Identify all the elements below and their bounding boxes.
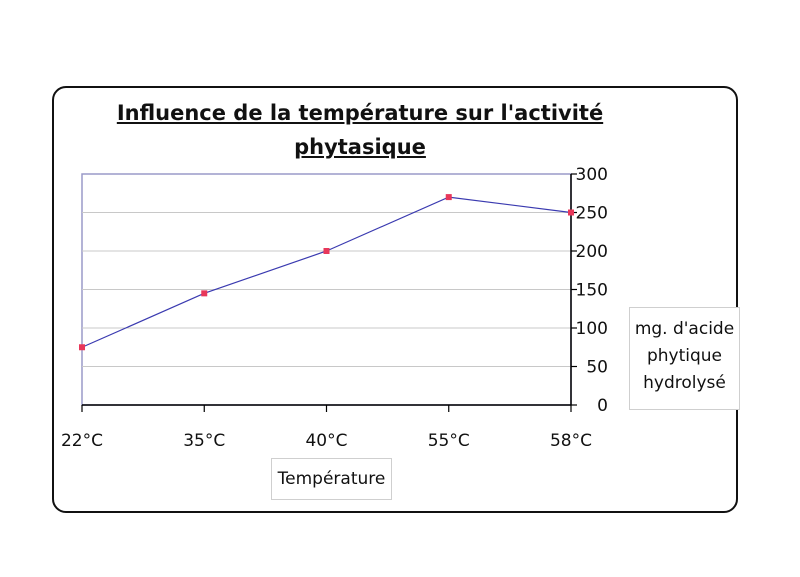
chart-title: Influence de la température sur l'activi…	[80, 96, 640, 164]
y-tick-label-4: 200	[576, 242, 608, 262]
data-point-0-2	[323, 248, 330, 254]
y-axis-label-line-1: mg. d'acide	[634, 319, 735, 339]
y-tick-label-5: 250	[576, 204, 608, 224]
data-point-0-3	[445, 194, 452, 201]
x-tick-label-4: 58°C	[550, 431, 592, 451]
y-tick-label-3: 150	[576, 281, 608, 301]
data-point-0-0	[79, 344, 85, 351]
y-axis-label-line-2: phytique	[646, 346, 723, 366]
y-axis-label-line-3: hydrolysé	[643, 373, 726, 393]
x-axis-label: Température	[271, 458, 392, 500]
x-tick-label-3: 55°C	[428, 431, 470, 451]
y-tick-label-0: 0	[597, 396, 608, 416]
chart-title-line-1: Influence de la température sur l'activi…	[116, 101, 604, 125]
x-tick-label-0: 22°C	[61, 431, 103, 451]
data-point-0-4	[568, 209, 574, 216]
x-tick-label-1: 35°C	[183, 431, 225, 451]
y-tick-label-6: 300	[576, 165, 608, 185]
y-tick-label-1: 50	[586, 358, 608, 378]
x-tick-label-2: 40°C	[305, 431, 347, 451]
y-tick-label-2: 100	[576, 319, 608, 339]
chart-title-line-2: phytasique	[294, 135, 426, 159]
y-axis-label: mg. d'acide phytique hydrolysé	[629, 307, 740, 410]
data-point-0-1	[201, 290, 208, 297]
